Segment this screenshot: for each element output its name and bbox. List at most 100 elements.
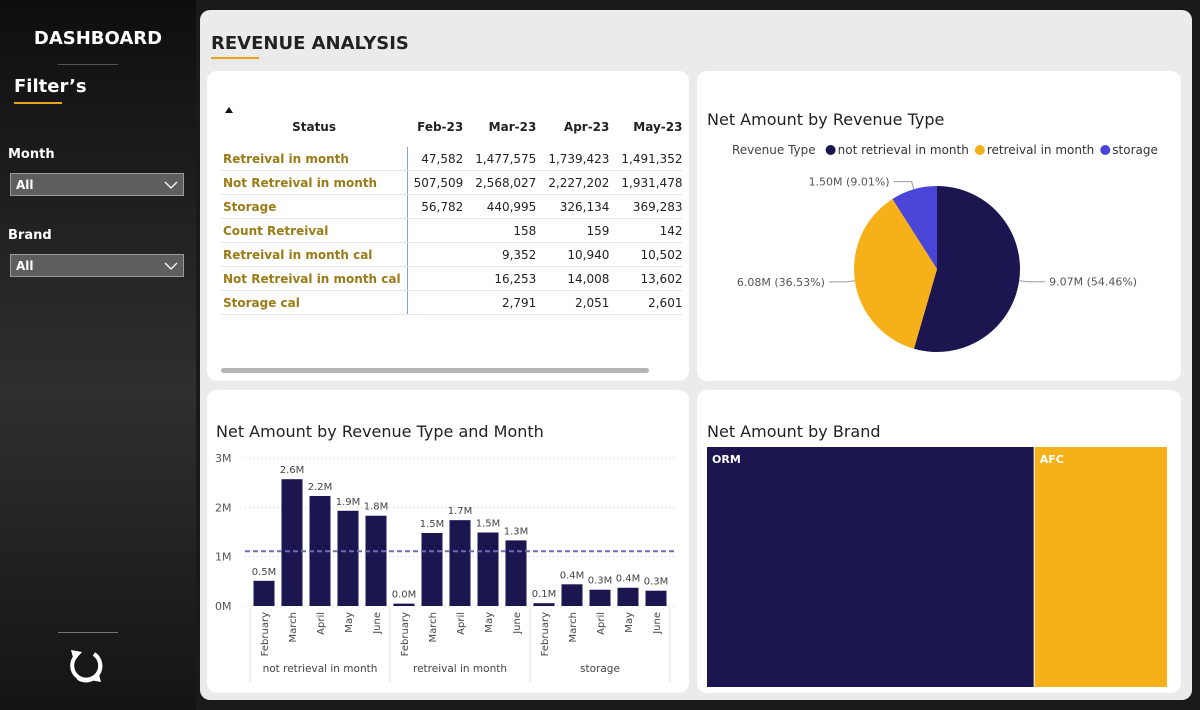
table-cell [407, 266, 470, 291]
table-cell: 326,134 [542, 194, 616, 219]
treemap-tile [1034, 447, 1167, 687]
x-tick-label: March [428, 612, 439, 642]
treemap-card: Net Amount by Brand ORM AFC [697, 390, 1181, 693]
y-tick-label: 0M [215, 600, 232, 613]
table-row: Retreival in month cal9,35210,94010,5022… [221, 242, 682, 267]
x-tick-label: May [344, 612, 355, 633]
table-cell: 440,995 [469, 194, 543, 219]
y-tick-label: 2M [215, 501, 232, 514]
bar [533, 603, 555, 606]
scrollbar[interactable] [221, 368, 649, 373]
leader-line [1019, 280, 1046, 283]
y-tick-label: 3M [215, 452, 232, 465]
pie-card: Net Amount by Revenue Type Revenue Type no… [697, 71, 1181, 381]
treemap-tile [707, 447, 1034, 687]
x-tick-label: April [596, 612, 607, 635]
legend-swatch [974, 145, 985, 155]
x-tick-label: May [484, 612, 495, 633]
data-label: 1.50M (9.01%) [809, 176, 890, 189]
data-label: 0.1M [532, 589, 557, 600]
x-tick-label: June [372, 612, 383, 635]
data-label: 0.3M [588, 576, 613, 587]
table-row: Not Retreival in month 507,509 2,568,027 2,… [221, 170, 682, 195]
data-label: 6.08M (36.53%) [737, 276, 825, 289]
bar [477, 532, 499, 606]
dropdown-value: All [16, 259, 34, 273]
sidebar-title: DASHBOARD [33, 28, 163, 49]
table-row: Count Retreival 158 159 142 [221, 218, 682, 243]
sidebar: DASHBOARD Filter’s Month All Brand All [0, 0, 196, 710]
legend-label: storage [1112, 143, 1158, 157]
legend-label: not retrieval in month [838, 143, 969, 157]
bar [337, 510, 359, 606]
chevron [164, 181, 178, 189]
x-tick-label: March [568, 612, 579, 642]
table-cell: 13,602 [615, 266, 682, 291]
x-tick-label: June [512, 612, 523, 635]
bar [365, 515, 387, 606]
table-row: Not Retreival in month cal 16,253 14,008 13… [221, 266, 682, 291]
data-label: 1.5M [476, 518, 501, 529]
chevron [164, 262, 178, 270]
x-tick-label: February [540, 612, 551, 656]
table-cell [407, 242, 470, 267]
refresh-button[interactable] [64, 644, 108, 688]
chart-title: Net Amount by Brand [707, 422, 881, 441]
table-cell: 2,791 [469, 290, 543, 315]
data-label: 1.7M [448, 506, 473, 517]
underline [211, 57, 259, 59]
data-label: 1.8M [364, 502, 389, 513]
tile-label: ORM [712, 453, 741, 466]
table-cell: 2,227,202 [542, 170, 616, 195]
brand-dropdown[interactable]: All [10, 254, 184, 277]
tile-label: AFC [1040, 453, 1064, 466]
bar [505, 540, 527, 606]
divider [58, 64, 118, 65]
bar [617, 587, 639, 606]
row-label: Count Retreival [221, 218, 408, 243]
table-cell: 1,477,575 [469, 147, 543, 171]
table-cell: 56,782 [407, 194, 470, 219]
bar [253, 580, 275, 606]
row-label: Storage [221, 194, 408, 219]
filter-label: Brand [8, 228, 52, 243]
row-label: Retreival in month [221, 147, 408, 171]
table-cell: 10,940 [542, 242, 616, 267]
column-header: Status [221, 107, 407, 147]
bar [281, 479, 303, 606]
table-card: StatusFeb-23Mar-23Apr-23May-23Jun-2Retre… [207, 71, 689, 381]
group-label: storage [580, 663, 620, 675]
y-tick-label: 1M [215, 551, 232, 564]
group-label: retreival in month [413, 663, 507, 675]
chart-title: Net Amount by Revenue Type and Month [216, 422, 544, 441]
data-label: 0.0M [392, 590, 417, 601]
x-tick-label: February [400, 612, 411, 656]
x-tick-label: April [456, 612, 467, 635]
bar [421, 532, 443, 606]
page-title: REVENUE ANALYSIS [211, 33, 409, 54]
column-header: Feb-23 [417, 120, 464, 134]
table-cell [407, 218, 470, 243]
pie-chart: Net Amount by Revenue Type Revenue Type no… [707, 110, 1158, 352]
table-cell: 47,582 [407, 147, 470, 171]
table-cell: 158 [469, 218, 543, 243]
bar [393, 603, 415, 606]
table-cell: 159 [542, 218, 616, 243]
x-tick-label: April [316, 612, 327, 635]
table-cell: 16,253 [469, 266, 543, 291]
table-cell: 14,008 [542, 266, 616, 291]
month-dropdown[interactable]: All [10, 173, 184, 196]
table-cell: 507,509 [407, 170, 470, 195]
treemap-chart: Net Amount by Brand ORM AFC [707, 422, 1167, 687]
x-tick-label: March [288, 612, 299, 642]
row-label: Not Retreival in month cal [221, 266, 408, 291]
table-cell: 369,283 [615, 194, 682, 219]
matrix: StatusFeb-23Mar-23Apr-23May-23Jun-2Retre… [221, 107, 682, 357]
x-tick-label: May [624, 612, 635, 633]
table-row: Retreival in month 47,582 1,477,575 1,739,4… [221, 147, 682, 171]
table-cell [407, 290, 470, 315]
column-header: May-23 [633, 120, 682, 134]
